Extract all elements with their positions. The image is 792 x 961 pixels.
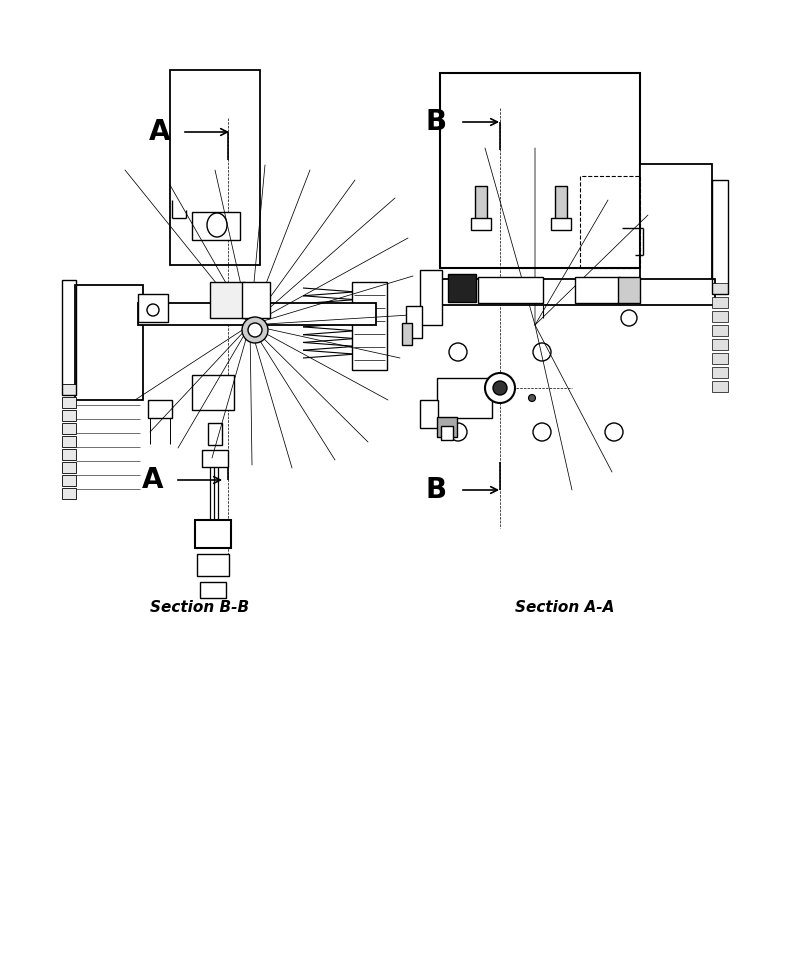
Circle shape [533, 343, 551, 361]
Bar [640, 164, 712, 290]
Bar [402, 323, 412, 345]
Circle shape [485, 373, 515, 403]
Bar [62, 423, 76, 434]
Bar [437, 378, 492, 418]
Bar [471, 218, 491, 230]
Text: B: B [426, 476, 447, 504]
Bar [406, 306, 422, 338]
Text: A: A [149, 118, 170, 146]
Bar [575, 277, 620, 303]
Bar [242, 282, 270, 318]
Bar [448, 274, 476, 302]
Bar [62, 384, 76, 395]
Bar [62, 462, 76, 473]
Circle shape [621, 310, 637, 326]
Bar [170, 70, 260, 265]
Bar [712, 353, 728, 364]
Bar [62, 488, 76, 499]
Bar [441, 426, 453, 440]
Bar [195, 520, 231, 548]
Bar [62, 410, 76, 421]
Circle shape [449, 423, 467, 441]
Bar [62, 436, 76, 447]
Bar [420, 400, 438, 428]
Circle shape [605, 423, 623, 441]
Bar [208, 423, 222, 445]
Circle shape [533, 423, 551, 441]
Text: B: B [426, 108, 447, 136]
Bar [197, 554, 229, 576]
Bar [437, 417, 457, 437]
Bar [148, 400, 172, 418]
Bar [192, 212, 240, 240]
Bar [352, 282, 387, 370]
Ellipse shape [207, 213, 227, 237]
Bar [202, 450, 228, 467]
Circle shape [493, 381, 507, 395]
Bar [712, 381, 728, 392]
Bar [62, 475, 76, 486]
Circle shape [449, 343, 467, 361]
Circle shape [242, 317, 268, 343]
Text: A: A [142, 466, 163, 494]
Bar [712, 283, 728, 294]
Bar [551, 218, 571, 230]
Bar [712, 297, 728, 308]
Text: Section B-B: Section B-B [150, 601, 249, 615]
Bar [618, 277, 640, 303]
Bar [712, 367, 728, 378]
Circle shape [248, 323, 262, 337]
Bar [62, 280, 76, 395]
Bar [138, 303, 376, 325]
Bar [62, 397, 76, 408]
Bar [475, 186, 487, 228]
Bar [210, 282, 245, 318]
Bar [75, 285, 143, 400]
Bar [712, 311, 728, 322]
Bar [192, 375, 234, 410]
Bar [478, 277, 543, 303]
Bar [440, 73, 640, 268]
Bar [580, 176, 640, 268]
Bar [712, 180, 728, 294]
Circle shape [528, 395, 535, 402]
Bar [138, 294, 168, 322]
Bar [712, 325, 728, 336]
Text: Section A-A: Section A-A [516, 601, 615, 615]
Circle shape [147, 304, 159, 316]
Bar [420, 270, 442, 325]
Bar [200, 582, 226, 598]
Bar [712, 339, 728, 350]
Bar [440, 279, 715, 305]
Bar [62, 449, 76, 460]
Bar [555, 186, 567, 228]
